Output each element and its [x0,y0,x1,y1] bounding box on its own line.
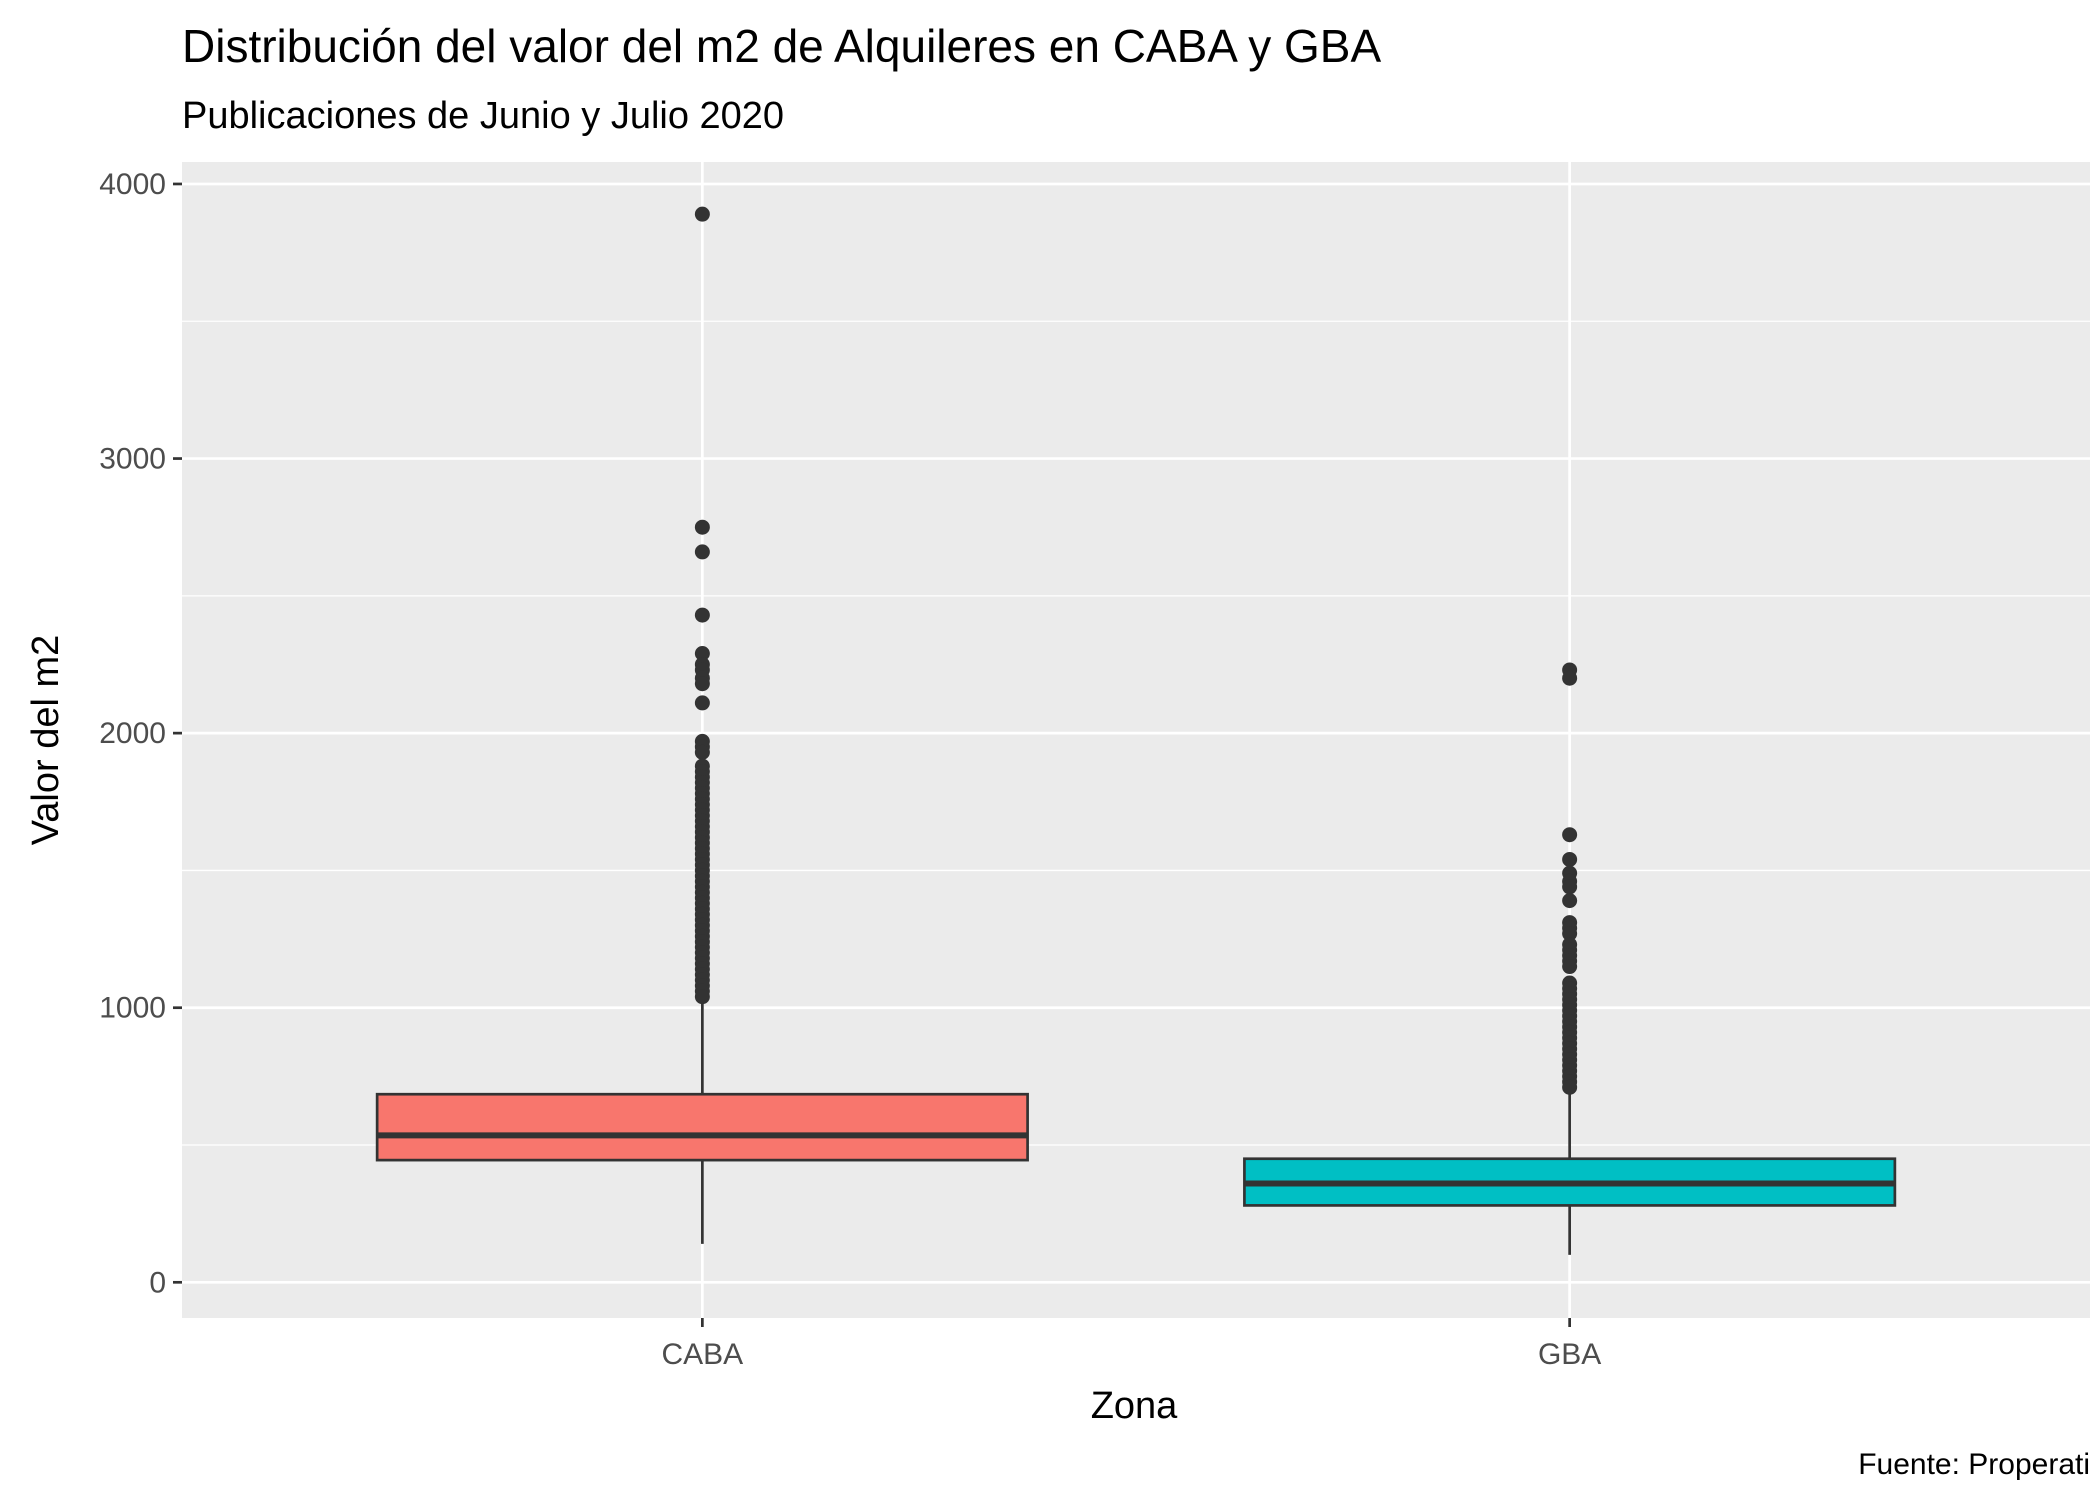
outlier-point [694,989,710,1005]
outlier-point [694,206,710,222]
x-axis-title: Zona [1091,1385,1178,1427]
chart-caption: Fuente: Properati [1858,1448,2090,1481]
outlier-point [1562,879,1578,895]
outlier-point [694,544,710,560]
outlier-point [1562,893,1578,909]
outlier-point [694,646,710,662]
y-tick-label: 1000 [99,992,166,1025]
outlier-point [1562,1079,1578,1095]
chart-title: Distribución del valor del m2 de Alquile… [182,20,1381,72]
box-caba [375,206,1029,1244]
x-tick-label: GBA [1538,1338,1601,1371]
outlier-point [1562,670,1578,686]
y-tick-label: 3000 [99,443,166,476]
box-gba [1243,662,1897,1255]
y-tick-label: 2000 [99,717,166,750]
y-axis: 0 1000 2000 3000 4000 [99,168,182,1299]
outlier-point [1562,851,1578,867]
outlier-point [1562,827,1578,843]
y-axis-title: Valor del m2 [25,635,67,846]
box-series [375,206,1897,1255]
x-axis: CABA GBA [662,1318,1601,1371]
outlier-point [694,695,710,711]
y-tick-label: 4000 [99,168,166,201]
x-tick-label: CABA [662,1338,744,1371]
y-tick-label: 0 [149,1266,166,1299]
outlier-point [1562,959,1578,975]
outlier-point [694,744,710,760]
box-iqr [375,1092,1029,1162]
outlier-point [1562,926,1578,942]
outlier-point [694,607,710,623]
chart-subtitle: Publicaciones de Junio y Julio 2020 [182,95,784,137]
outlier-point [694,519,710,535]
outlier-point [694,676,710,692]
